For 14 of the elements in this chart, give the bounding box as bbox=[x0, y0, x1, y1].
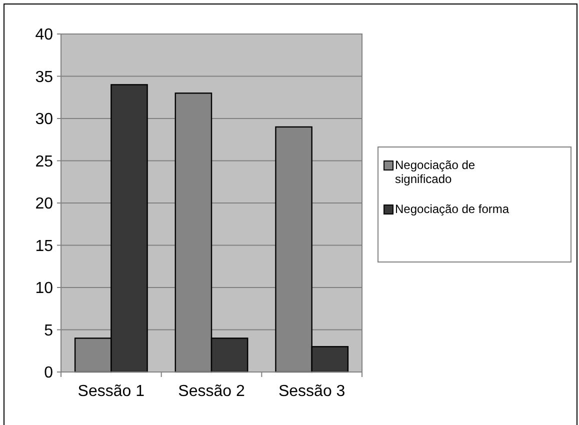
y-tick-label: 30 bbox=[35, 111, 54, 128]
y-tick-label: 25 bbox=[35, 153, 54, 170]
y-tick-label: 15 bbox=[35, 238, 54, 255]
x-tick-label: Sessão 2 bbox=[178, 383, 245, 400]
y-tick-label: 10 bbox=[35, 280, 54, 298]
x-tick-label: Sessão 3 bbox=[278, 383, 346, 400]
y-tick-label: 20 bbox=[35, 196, 54, 213]
y-tick-label: 35 bbox=[35, 68, 54, 86]
y-tick-label: 0 bbox=[44, 364, 54, 382]
y-tick-label: 5 bbox=[44, 322, 54, 340]
y-tick-label: 40 bbox=[35, 26, 54, 44]
x-tick-label: Sessão 1 bbox=[78, 383, 145, 400]
legend-label: Negociação de forma bbox=[395, 202, 510, 216]
legend-label: Negociação de significado bbox=[395, 158, 476, 186]
